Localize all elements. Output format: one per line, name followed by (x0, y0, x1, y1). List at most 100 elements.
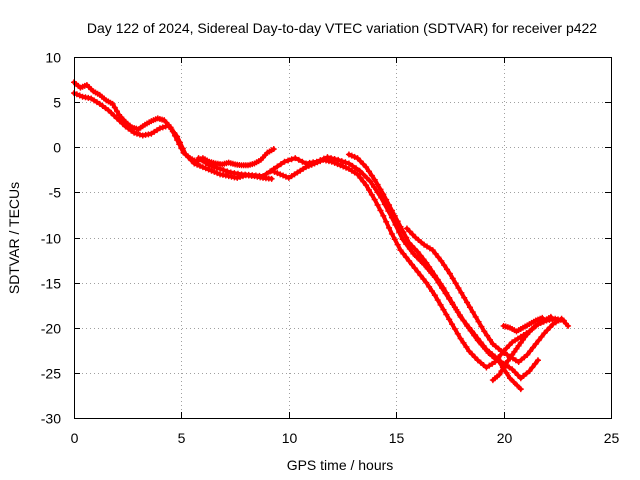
x-tick-label: 0 (71, 430, 79, 446)
data-point (440, 285, 447, 292)
data-point (446, 270, 453, 277)
data-point (116, 118, 123, 125)
data-point (507, 354, 514, 361)
data-point (374, 202, 381, 209)
data-point (363, 174, 370, 181)
data-point (119, 120, 126, 127)
data-point (541, 330, 548, 337)
data-point (423, 279, 430, 286)
chart-title: Day 122 of 2024, Sidereal Day-to-day VTE… (87, 20, 597, 36)
data-point (509, 351, 516, 358)
data-point (509, 366, 516, 373)
data-point (539, 314, 546, 321)
data-point (388, 230, 395, 237)
data-point (351, 153, 358, 160)
data-point (449, 321, 456, 328)
data-point (526, 368, 533, 375)
data-point (498, 368, 505, 375)
data-point (411, 245, 418, 252)
data-point (444, 266, 451, 273)
data-point (268, 167, 275, 174)
data-point (471, 331, 478, 338)
data-point (469, 351, 476, 358)
data-point (406, 257, 413, 264)
data-point (174, 133, 181, 140)
x-axis-label: GPS time / hours (287, 457, 394, 473)
data-point (285, 157, 292, 164)
data-point (532, 360, 539, 367)
data-point (431, 272, 438, 279)
data-point (460, 317, 467, 324)
data-point (478, 323, 485, 330)
data-point (365, 186, 372, 193)
x-tick-label: 5 (178, 430, 186, 446)
data-point (268, 175, 275, 182)
y-tick-label: 0 (53, 140, 61, 156)
data-point (397, 223, 404, 230)
data-point (377, 207, 384, 214)
data-point (413, 254, 420, 261)
data-point (217, 165, 224, 172)
data-point (205, 166, 212, 173)
x-tick-label: 10 (282, 430, 298, 446)
data-point (334, 161, 341, 168)
data-point (429, 247, 436, 254)
data-point (162, 123, 169, 130)
data-point (354, 155, 361, 162)
data-point (282, 173, 289, 180)
data-point (514, 372, 521, 379)
data-point (514, 382, 521, 389)
data-point (461, 294, 468, 301)
data-point (454, 309, 461, 316)
data-point (466, 304, 473, 311)
data-point (408, 261, 415, 268)
data-point (457, 335, 464, 342)
data-point (431, 292, 438, 299)
data-point (464, 299, 471, 306)
data-point (535, 337, 542, 344)
y-tick-label: -5 (49, 185, 62, 201)
data-point (357, 174, 364, 181)
data-point (406, 245, 413, 252)
ticks-layer (74, 57, 612, 419)
data-point (199, 157, 206, 164)
series-line (72, 80, 276, 168)
data-point (383, 196, 390, 203)
data-point (131, 129, 138, 136)
data-point (335, 156, 342, 163)
data-point (502, 360, 509, 367)
data-point (441, 262, 448, 269)
data-point (105, 107, 112, 114)
data-point (463, 344, 470, 351)
data-point (410, 250, 417, 257)
data-point (443, 311, 450, 318)
data-point (443, 289, 450, 296)
data-point (270, 146, 277, 153)
data-point (342, 159, 349, 166)
data-point (515, 342, 522, 349)
data-point (466, 348, 473, 355)
data-point (426, 263, 433, 270)
data-point (408, 242, 415, 249)
series-track-1 (71, 79, 277, 169)
data-point (397, 247, 404, 254)
data-point (454, 330, 461, 337)
data-point (529, 364, 536, 371)
data-point (134, 130, 141, 137)
y-axis-label: SDTVAR / TECUs (6, 182, 22, 294)
data-point (474, 335, 481, 342)
data-point (532, 340, 539, 347)
data-point (519, 336, 526, 343)
data-point (434, 276, 441, 283)
data-point (386, 224, 393, 231)
data-point (165, 122, 172, 129)
data-point (386, 202, 393, 209)
data-point (354, 171, 361, 178)
data-point (360, 161, 367, 168)
data-point (345, 160, 352, 167)
data-point (466, 324, 473, 331)
data-point (113, 108, 120, 115)
y-tick-label: -30 (41, 411, 61, 427)
data-point (492, 359, 499, 366)
data-point (302, 164, 309, 171)
